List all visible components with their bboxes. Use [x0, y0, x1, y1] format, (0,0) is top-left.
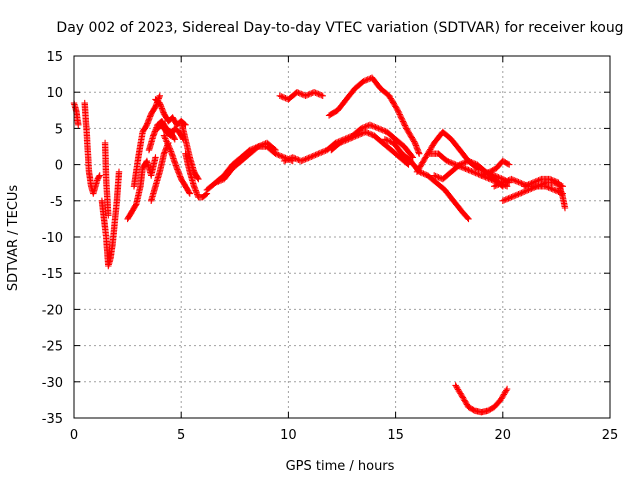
- series-track-10: [145, 118, 178, 154]
- marker-track: [276, 89, 326, 103]
- y-tick-label: -15: [42, 267, 63, 282]
- marker-track: [178, 118, 202, 183]
- y-tick-label: -35: [42, 412, 63, 427]
- data-marks: [70, 74, 569, 416]
- marker-track: [521, 175, 569, 212]
- y-tick-label: 5: [55, 122, 63, 137]
- marker-track: [145, 118, 178, 154]
- x-tick-label: 5: [177, 428, 185, 443]
- marker-track: [70, 99, 82, 128]
- marker-track: [478, 157, 513, 179]
- marker-track: [81, 99, 103, 197]
- y-tick-label: 10: [46, 86, 63, 101]
- marker-track: [212, 139, 279, 186]
- y-tick-label: 0: [55, 159, 63, 174]
- axis-ticks: [73, 55, 611, 419]
- series-track-20: [381, 136, 472, 223]
- x-tick-label: 0: [70, 428, 78, 443]
- series-track-3: [98, 168, 123, 270]
- marker-track: [160, 132, 193, 197]
- marker-track: [101, 139, 112, 219]
- series-track-5: [124, 154, 159, 223]
- y-tick-label: -10: [42, 231, 63, 246]
- x-tick-label: 20: [495, 428, 512, 443]
- y-tick-label: 15: [46, 50, 63, 65]
- series-track-28: [452, 382, 511, 416]
- marker-track: [182, 150, 211, 201]
- series-track-27: [521, 175, 569, 212]
- chart-title: Day 002 of 2023, Sidereal Day-to-day VTE…: [56, 20, 623, 36]
- series-track-15: [212, 139, 279, 186]
- series-track-2: [81, 99, 103, 197]
- x-tick-labels: 0 5 10 15 20 25: [70, 428, 618, 443]
- series-track-13: [182, 150, 211, 201]
- x-tick-label: 15: [387, 428, 404, 443]
- y-tick-labels: -35 -30 -25 -20 -15 -10 -5 0 5 10 15: [42, 50, 63, 427]
- marker-track: [381, 136, 472, 223]
- series-track-11: [160, 132, 193, 197]
- y-tick-label: -30: [42, 376, 63, 391]
- marker-track: [452, 382, 511, 416]
- marker-track: [124, 154, 159, 223]
- marker-track: [98, 168, 123, 270]
- marker-track: [130, 92, 163, 190]
- y-tick-label: -25: [42, 340, 63, 355]
- series-track-26: [499, 183, 566, 204]
- series-track-1: [70, 99, 82, 128]
- x-axis-label: GPS time / hours: [286, 459, 395, 474]
- marker-track: [328, 128, 412, 168]
- series-track-4: [101, 139, 112, 219]
- series-track-17: [328, 128, 412, 168]
- series-track-18: [276, 89, 326, 103]
- series-track-12: [178, 118, 202, 183]
- y-axis-label: SDTVAR / TECUs: [6, 185, 21, 292]
- series-track-6: [130, 92, 163, 190]
- marker-track: [148, 139, 172, 204]
- x-tick-label: 25: [602, 428, 619, 443]
- grid: [74, 56, 610, 418]
- marker-track: [325, 74, 423, 157]
- y-tick-label: -5: [50, 195, 63, 210]
- series-track-24: [478, 157, 513, 179]
- marker-track: [499, 183, 566, 204]
- series-track-19: [325, 74, 423, 157]
- y-tick-label: -20: [42, 303, 63, 318]
- series-track-9: [148, 139, 172, 204]
- x-tick-label: 10: [280, 428, 297, 443]
